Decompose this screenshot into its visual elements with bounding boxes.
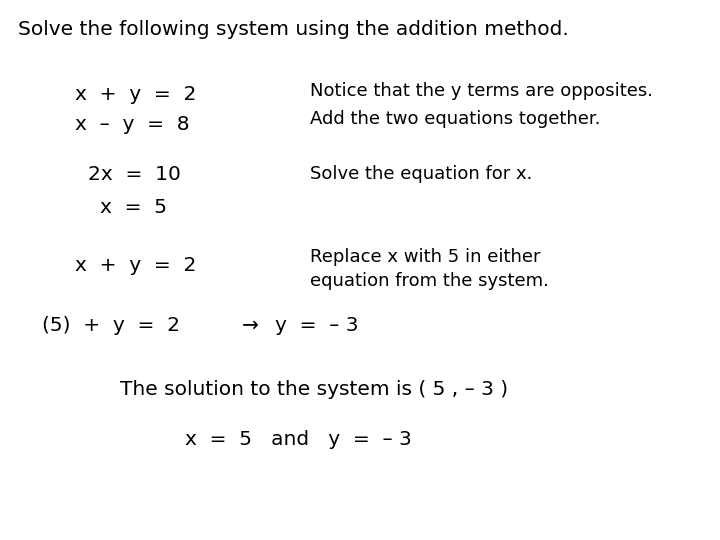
Text: x  =  5   and   y  =  – 3: x = 5 and y = – 3 — [185, 430, 412, 449]
Text: Replace x with 5 in either: Replace x with 5 in either — [310, 248, 541, 266]
Text: 2x  =  10: 2x = 10 — [88, 165, 181, 184]
Text: y  =  – 3: y = – 3 — [275, 316, 359, 335]
Text: Solve the equation for x.: Solve the equation for x. — [310, 165, 532, 183]
Text: Solve the following system using the addition method.: Solve the following system using the add… — [18, 20, 569, 39]
Text: x  –  y  =  8: x – y = 8 — [75, 115, 189, 134]
Text: (5)  +  y  =  2: (5) + y = 2 — [42, 316, 180, 335]
Text: x  =  5: x = 5 — [100, 198, 167, 217]
Text: Add the two equations together.: Add the two equations together. — [310, 110, 600, 128]
Text: equation from the system.: equation from the system. — [310, 272, 549, 290]
Text: →: → — [242, 316, 259, 335]
Text: Notice that the y terms are opposites.: Notice that the y terms are opposites. — [310, 82, 653, 100]
Text: The solution to the system is ( 5 , – 3 ): The solution to the system is ( 5 , – 3 … — [120, 380, 508, 399]
Text: x  +  y  =  2: x + y = 2 — [75, 85, 197, 104]
Text: x  +  y  =  2: x + y = 2 — [75, 256, 197, 275]
